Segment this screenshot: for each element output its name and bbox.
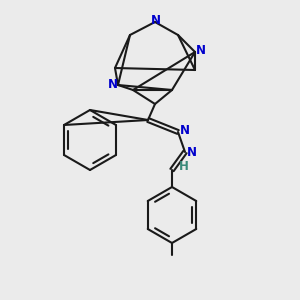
Text: N: N xyxy=(187,146,197,160)
Text: H: H xyxy=(179,160,189,173)
Text: N: N xyxy=(180,124,190,136)
Text: N: N xyxy=(151,14,161,28)
Text: N: N xyxy=(196,44,206,58)
Text: N: N xyxy=(108,77,118,91)
